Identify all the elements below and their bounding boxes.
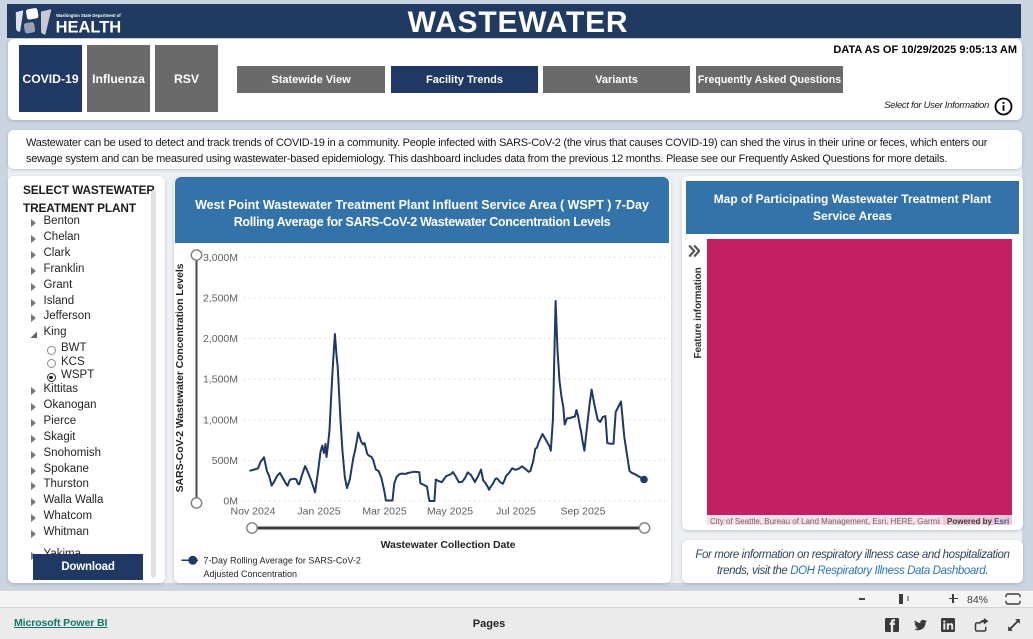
svg-text:Washington State Department of: Washington State Department of — [56, 13, 121, 18]
svg-text:7-Day Rolling Average for SARS: 7-Day Rolling Average for SARS-CoV-2 — [204, 556, 361, 566]
svg-text:Adjusted Concentration: Adjusted Concentration — [204, 569, 298, 579]
svg-text:Sep 2025: Sep 2025 — [561, 506, 606, 518]
svg-text:2,500M: 2,500M — [203, 293, 238, 305]
svg-text:Jul 2025: Jul 2025 — [496, 506, 536, 518]
svg-text:SARS-CoV-2 Wastewater Concentr: SARS-CoV-2 Wastewater Concentration Leve… — [174, 263, 186, 492]
svg-text:Wastewater Collection Date: Wastewater Collection Date — [381, 539, 516, 551]
svg-text:May 2025: May 2025 — [427, 506, 473, 518]
svg-text:500M: 500M — [212, 455, 238, 467]
svg-text:Feature information: Feature information — [693, 267, 704, 358]
svg-text:HEALTH: HEALTH — [56, 19, 122, 37]
svg-text:1,500M: 1,500M — [203, 374, 238, 386]
svg-text:Jan 2025: Jan 2025 — [297, 506, 340, 518]
svg-text:Nov 2024: Nov 2024 — [231, 506, 276, 518]
svg-text:2,000M: 2,000M — [203, 333, 238, 345]
svg-text:0M: 0M — [223, 496, 238, 508]
svg-text:3,000M: 3,000M — [203, 252, 238, 264]
svg-text:1,000M: 1,000M — [203, 414, 238, 426]
svg-text:Mar 2025: Mar 2025 — [362, 506, 407, 518]
